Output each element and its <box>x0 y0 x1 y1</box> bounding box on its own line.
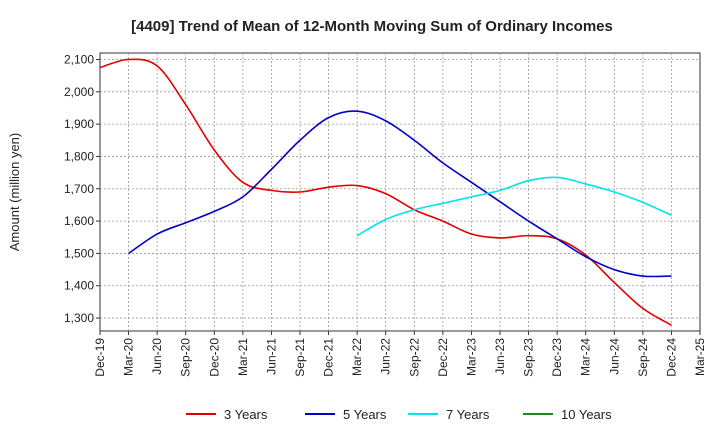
x-tick-label: Dec-20 <box>207 338 221 377</box>
series-lines <box>99 58 672 326</box>
y-tick-label: 1,400 <box>64 279 94 293</box>
y-tick-label: 1,700 <box>64 182 94 196</box>
x-tick-label: Dec-23 <box>550 338 564 377</box>
y-tick-label: 2,000 <box>64 85 94 99</box>
gridlines <box>100 53 700 331</box>
x-tick-label: Jun-20 <box>150 338 164 375</box>
legend-label-10-years: 10 Years <box>561 407 612 422</box>
x-tick-label: Jun-21 <box>264 338 278 375</box>
series-line-3-years <box>99 58 672 326</box>
x-tick-label: Sep-21 <box>293 338 307 377</box>
legend-label-3-years: 3 Years <box>224 407 268 422</box>
y-tick-label: 1,900 <box>64 117 94 131</box>
x-tick-label: Dec-22 <box>436 338 450 377</box>
legend-label-7-years: 7 Years <box>446 407 490 422</box>
y-tick-label: 1,300 <box>64 311 94 325</box>
x-tick-label: Mar-20 <box>122 338 136 376</box>
x-tick-label: Sep-24 <box>636 338 650 377</box>
x-tick-label: Dec-19 <box>93 338 107 377</box>
x-tick-label: Sep-23 <box>522 338 536 377</box>
x-tick-label: Mar-25 <box>693 338 707 376</box>
series-line-7-years <box>356 176 672 237</box>
x-tick-label: Dec-24 <box>664 338 678 377</box>
x-tick-label: Jun-22 <box>379 338 393 375</box>
legend-label-5-years: 5 Years <box>343 407 387 422</box>
x-tick-label: Sep-20 <box>179 338 193 377</box>
y-tick-label: 1,800 <box>64 149 94 163</box>
x-tick-label: Mar-21 <box>236 338 250 376</box>
y-axis-ticks: 1,300 1,400 1,500 1,600 1,700 1,800 1,900 2,000… <box>64 52 100 325</box>
x-tick-label: Dec-21 <box>322 338 336 377</box>
legend: 3 Years 5 Years 7 Years 10 Years <box>186 407 612 422</box>
x-tick-label: Sep-22 <box>407 338 421 377</box>
y-axis-label: Amount (million yen) <box>7 133 22 252</box>
x-tick-label: Mar-22 <box>350 338 364 376</box>
chart-title: [4409] Trend of Mean of 12-Month Moving … <box>131 18 613 35</box>
y-tick-label: 1,600 <box>64 214 94 228</box>
series-line-5-years <box>128 110 672 278</box>
x-tick-label: Jun-23 <box>493 338 507 375</box>
y-tick-label: 1,500 <box>64 246 94 260</box>
x-tick-label: Mar-23 <box>464 338 478 376</box>
x-tick-label: Mar-24 <box>579 338 593 376</box>
plot-area <box>99 52 701 332</box>
y-tick-label: 2,100 <box>64 52 94 66</box>
x-axis-ticks: Dec-19 Mar-20 Jun-20 Sep-20 Dec-20 Mar-21 Jun-… <box>93 331 707 377</box>
x-tick-label: Jun-24 <box>607 338 621 375</box>
